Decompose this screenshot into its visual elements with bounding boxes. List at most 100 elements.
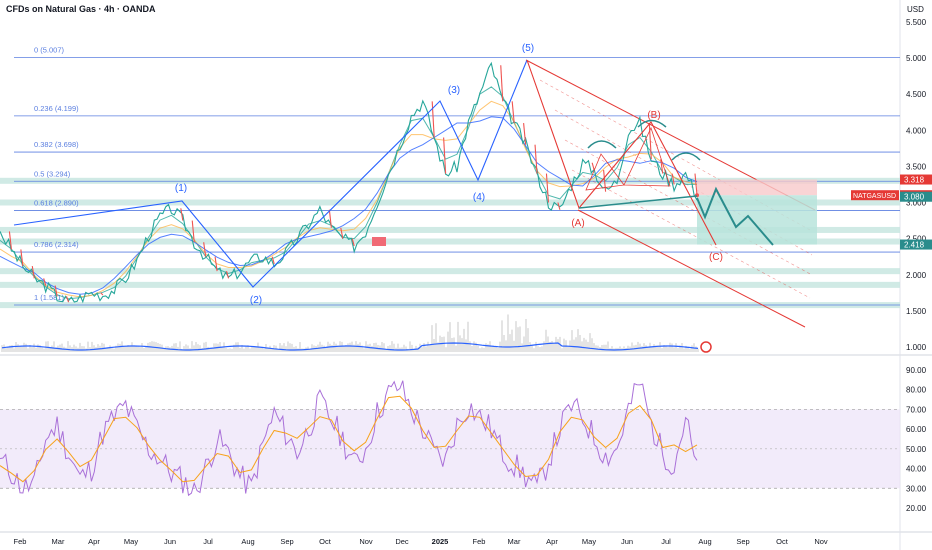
price-candle-down bbox=[191, 220, 195, 243]
rsi-axis-tick: 90.00 bbox=[906, 366, 927, 375]
time-axis-label: Feb bbox=[14, 537, 27, 546]
rsi-axis-tick: 80.00 bbox=[906, 386, 927, 395]
marker-box bbox=[372, 237, 386, 246]
support-band bbox=[0, 226, 900, 233]
price-candle-down bbox=[203, 242, 207, 257]
price-axis-tick: 5.000 bbox=[906, 54, 927, 63]
target-box bbox=[697, 195, 817, 245]
wave-label: (5) bbox=[522, 43, 534, 54]
price-candle-down bbox=[8, 231, 12, 250]
price-axis-tick: 1.500 bbox=[906, 307, 927, 316]
time-axis-label: Jun bbox=[164, 537, 176, 546]
time-axis-label: Nov bbox=[814, 537, 828, 546]
chart-title: CFDs on Natural Gas · 4h · OANDA bbox=[6, 4, 156, 14]
price-candle-down bbox=[545, 173, 550, 203]
projection-path bbox=[696, 186, 774, 246]
price-tag: 2.418 bbox=[900, 239, 932, 250]
neckline bbox=[578, 195, 698, 209]
time-axis-label: Feb bbox=[473, 537, 486, 546]
time-axis-label: Mar bbox=[508, 537, 521, 546]
price-tag: 3.318 bbox=[900, 174, 932, 185]
fib-level-label: 0.5 (3.294) bbox=[34, 169, 71, 178]
price-candle-down bbox=[20, 249, 24, 267]
rsi-axis-tick: 40.00 bbox=[906, 465, 927, 474]
time-axis-label: 2025 bbox=[432, 537, 449, 546]
wave-label: (3) bbox=[448, 85, 460, 96]
price-candle-down bbox=[523, 122, 527, 145]
time-axis-label: Mar bbox=[52, 537, 65, 546]
time-axis-label: Nov bbox=[359, 537, 373, 546]
time-axis-label: Aug bbox=[698, 537, 711, 546]
fib-level-label: 0 (5.007) bbox=[34, 45, 65, 54]
moving-average-line bbox=[0, 100, 698, 298]
corrective-wave-path bbox=[526, 59, 717, 246]
channel-median-line bbox=[554, 109, 813, 256]
price-candle-down bbox=[443, 137, 447, 174]
wave-label: (1) bbox=[175, 183, 187, 194]
rsi-axis-tick: 20.00 bbox=[906, 504, 927, 513]
price-tag-label: 3.080 bbox=[904, 193, 925, 202]
fib-level-label: 0.786 (2.314) bbox=[34, 240, 79, 249]
pattern-triangle bbox=[623, 126, 671, 187]
wave-label: (4) bbox=[473, 192, 485, 203]
rsi-axis-tick: 50.00 bbox=[906, 445, 927, 454]
price-candle-down bbox=[511, 101, 515, 124]
symbol-tag-label: NATGASUSD bbox=[853, 193, 896, 200]
price-candle-down bbox=[660, 159, 664, 174]
price-line bbox=[0, 61, 698, 304]
price-candle-down bbox=[43, 278, 47, 286]
price-candle-down bbox=[180, 208, 184, 221]
time-axis-label: Sep bbox=[280, 537, 293, 546]
price-tag-bg bbox=[900, 191, 932, 202]
support-band bbox=[0, 281, 900, 288]
rsi-axis-tick: 30.00 bbox=[906, 484, 927, 493]
fib-level-label: 0.236 (4.199) bbox=[34, 104, 79, 113]
shoulder-arc bbox=[671, 152, 701, 161]
rsi-ma-line bbox=[0, 395, 698, 483]
price-candle-down bbox=[591, 162, 595, 171]
price-candle-down bbox=[31, 265, 35, 279]
fib-level-label: 0.382 (3.698) bbox=[34, 140, 79, 149]
moving-average-line bbox=[0, 116, 698, 295]
rsi-axis-tick: 60.00 bbox=[906, 425, 927, 434]
price-candle-down bbox=[671, 173, 675, 185]
price-axis-tick: 3.000 bbox=[906, 199, 927, 208]
time-axis-label: Apr bbox=[546, 537, 558, 546]
support-band bbox=[0, 199, 900, 206]
support-band bbox=[0, 238, 900, 245]
support-band bbox=[0, 268, 900, 275]
shoulder-arc bbox=[587, 140, 617, 149]
price-candle-down bbox=[534, 144, 538, 174]
price-axis-tick: 3.500 bbox=[906, 162, 927, 171]
price-candle-down bbox=[54, 285, 58, 297]
rsi-axis-tick: 70.00 bbox=[906, 405, 927, 414]
pattern-triangle bbox=[585, 153, 625, 191]
price-candle-down bbox=[431, 101, 435, 138]
price-candle-down bbox=[500, 65, 504, 102]
price-candle-down bbox=[603, 169, 607, 192]
time-axis-label: Sep bbox=[736, 537, 749, 546]
price-candle-down bbox=[557, 202, 561, 210]
channel-lower-line bbox=[577, 209, 806, 328]
price-candle-down bbox=[225, 270, 230, 279]
wave-label: (C) bbox=[709, 252, 723, 263]
fib-level-label: 1 (1.581) bbox=[34, 293, 65, 302]
price-axis-tick: 2.500 bbox=[906, 235, 927, 244]
price-tag-label: 3.318 bbox=[904, 176, 925, 185]
time-axis-label: May bbox=[582, 537, 596, 546]
volume-marker-icon bbox=[700, 341, 712, 353]
price-axis-tick: 1.000 bbox=[906, 343, 927, 352]
wave-label: (B) bbox=[647, 110, 660, 121]
price-axis-tick: 5.500 bbox=[906, 18, 927, 27]
wave-label: (2) bbox=[250, 295, 262, 306]
price-candle-down bbox=[340, 227, 344, 239]
price-tag-bg bbox=[900, 239, 932, 250]
time-axis-label: Jun bbox=[621, 537, 633, 546]
impulse-wave-path bbox=[13, 59, 528, 288]
time-axis-label: May bbox=[124, 537, 138, 546]
price-axis-tick: 2.000 bbox=[906, 271, 927, 280]
rsi-line bbox=[0, 380, 698, 497]
time-axis-label: Dec bbox=[395, 537, 409, 546]
price-tag-bg bbox=[900, 174, 932, 185]
